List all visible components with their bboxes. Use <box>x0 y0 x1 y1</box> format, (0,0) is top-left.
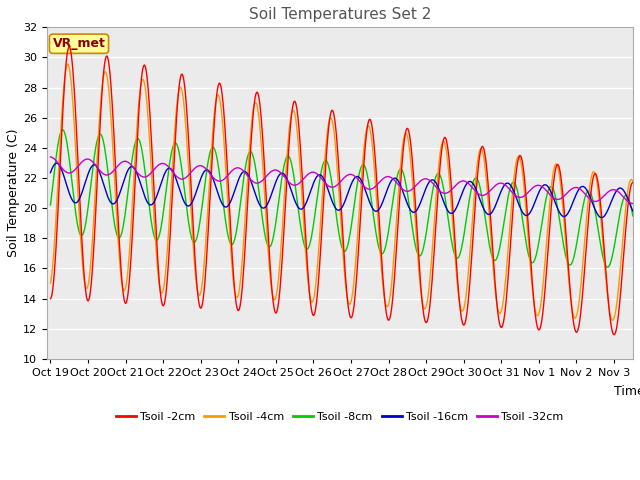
Tsoil -2cm <box>49 286 57 292</box>
Tsoil -2cm <box>479 144 487 150</box>
Title: Soil Temperatures Set 2: Soil Temperatures Set 2 <box>248 7 431 22</box>
Tsoil -4cm <box>629 179 637 185</box>
Tsoil -16cm <box>129 164 136 170</box>
Tsoil -8cm <box>465 199 473 204</box>
Tsoil -4cm <box>609 317 616 323</box>
Tsoil -2cm <box>318 230 326 236</box>
Tsoil -4cm <box>47 280 54 286</box>
X-axis label: Time: Time <box>614 385 640 398</box>
Tsoil -8cm <box>318 167 326 172</box>
Tsoil -16cm <box>49 164 57 170</box>
Tsoil -32cm <box>128 163 136 169</box>
Tsoil -16cm <box>629 208 637 214</box>
Line: Tsoil -32cm: Tsoil -32cm <box>51 157 633 204</box>
Tsoil -16cm <box>47 170 54 176</box>
Tsoil -8cm <box>47 202 54 208</box>
Tsoil -8cm <box>629 213 637 219</box>
Tsoil -2cm <box>296 135 303 141</box>
Tsoil -16cm <box>598 215 605 220</box>
Tsoil -8cm <box>296 217 303 223</box>
Line: Tsoil -4cm: Tsoil -4cm <box>51 64 633 320</box>
Tsoil -16cm <box>318 173 326 179</box>
Tsoil -32cm <box>47 154 54 160</box>
Tsoil -4cm <box>318 202 326 208</box>
Tsoil -4cm <box>479 151 487 157</box>
Tsoil -4cm <box>64 61 72 67</box>
Tsoil -32cm <box>317 175 324 180</box>
Tsoil -8cm <box>129 152 136 158</box>
Tsoil -16cm <box>296 206 303 212</box>
Tsoil -2cm <box>65 44 73 50</box>
Tsoil -2cm <box>129 224 136 230</box>
Tsoil -2cm <box>47 296 54 301</box>
Line: Tsoil -2cm: Tsoil -2cm <box>51 47 633 335</box>
Tsoil -2cm <box>610 332 618 337</box>
Tsoil -8cm <box>604 264 612 270</box>
Tsoil -2cm <box>629 180 637 185</box>
Text: VR_met: VR_met <box>52 37 106 50</box>
Tsoil -16cm <box>53 160 61 166</box>
Tsoil -4cm <box>129 195 136 201</box>
Tsoil -16cm <box>465 179 473 184</box>
Tsoil -4cm <box>465 262 473 267</box>
Tsoil -32cm <box>465 180 472 186</box>
Line: Tsoil -16cm: Tsoil -16cm <box>51 163 633 217</box>
Tsoil -8cm <box>49 182 57 188</box>
Legend: Tsoil -2cm, Tsoil -4cm, Tsoil -8cm, Tsoil -16cm, Tsoil -32cm: Tsoil -2cm, Tsoil -4cm, Tsoil -8cm, Tsoi… <box>111 408 568 426</box>
Line: Tsoil -8cm: Tsoil -8cm <box>51 130 633 267</box>
Tsoil -4cm <box>296 160 303 166</box>
Tsoil -8cm <box>479 202 487 207</box>
Tsoil -4cm <box>49 261 57 267</box>
Y-axis label: Soil Temperature (C): Soil Temperature (C) <box>7 129 20 257</box>
Tsoil -32cm <box>49 155 57 161</box>
Tsoil -2cm <box>465 289 473 295</box>
Tsoil -32cm <box>629 201 637 206</box>
Tsoil -32cm <box>479 192 486 198</box>
Tsoil -8cm <box>58 127 66 132</box>
Tsoil -16cm <box>479 205 487 211</box>
Tsoil -32cm <box>295 180 303 186</box>
